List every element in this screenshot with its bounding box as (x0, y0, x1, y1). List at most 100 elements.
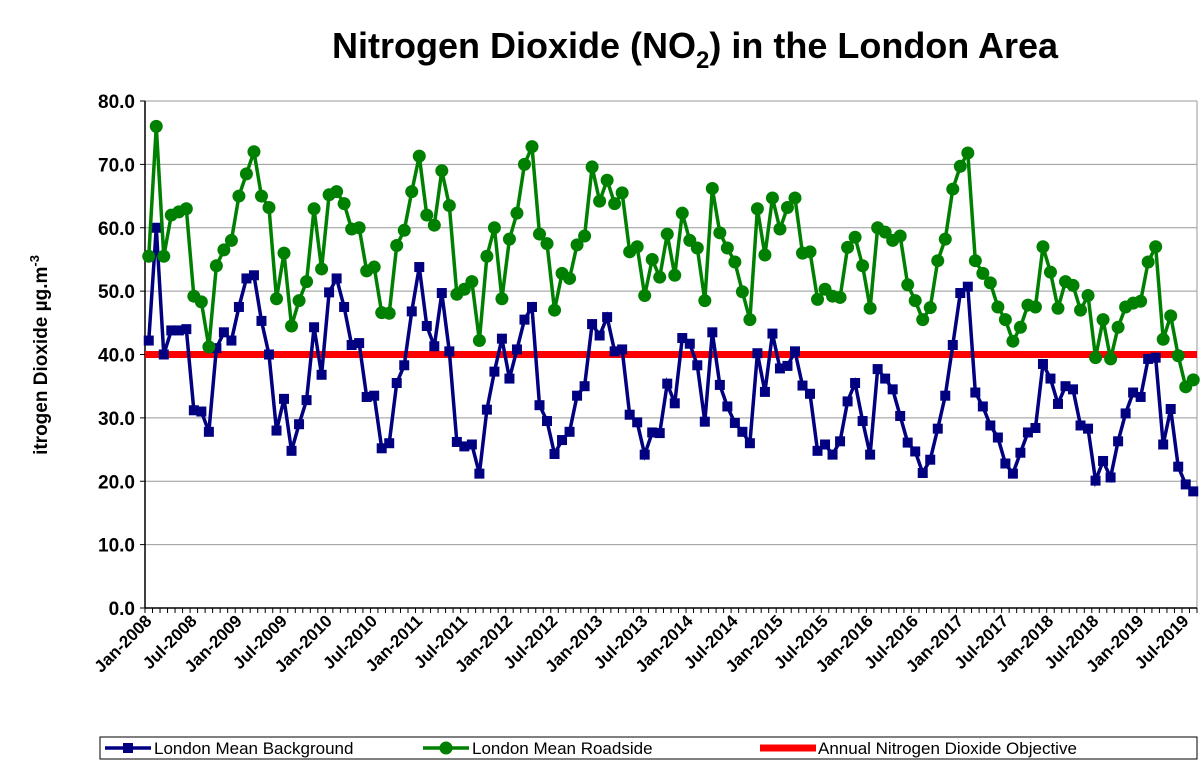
data-point (887, 384, 898, 395)
data-point (917, 468, 928, 479)
data-point (1089, 351, 1103, 365)
data-point (593, 194, 607, 208)
y-tick-label: 30.0 (98, 409, 135, 430)
data-point (1068, 384, 1079, 395)
data-point (998, 313, 1012, 327)
data-point (1022, 427, 1033, 438)
data-point (820, 439, 831, 450)
data-point (1141, 255, 1155, 269)
data-point (1013, 320, 1027, 334)
data-point (850, 378, 861, 389)
data-point (557, 435, 568, 446)
data-point (1188, 486, 1199, 497)
data-point (390, 238, 404, 252)
data-point (925, 454, 936, 465)
data-point (270, 292, 283, 306)
data-point (382, 306, 396, 320)
data-point (797, 380, 808, 391)
data-point (842, 396, 853, 407)
data-point (684, 338, 695, 349)
data-point (863, 301, 877, 315)
data-point (444, 346, 455, 357)
series-line (147, 227, 1195, 493)
data-point (714, 379, 725, 390)
data-point (211, 343, 222, 354)
data-point (977, 401, 988, 412)
data-point (692, 360, 703, 371)
data-point (286, 445, 297, 456)
data-point (232, 189, 246, 203)
data-point (630, 240, 644, 254)
data-point (188, 405, 199, 416)
data-point (442, 199, 456, 213)
data-point (774, 363, 785, 374)
data-point (1143, 353, 1154, 364)
data-point (1098, 455, 1109, 466)
data-point (1090, 475, 1101, 486)
data-point (991, 300, 1005, 314)
data-point (525, 140, 539, 154)
legend-label: London Mean Background (154, 739, 353, 758)
data-point (835, 436, 846, 447)
data-point (277, 246, 291, 260)
legend-marker (439, 741, 453, 755)
data-point (699, 416, 710, 427)
legend-label: London Mean Roadside (472, 739, 653, 758)
data-point (354, 338, 365, 349)
data-point (880, 373, 891, 384)
y-tick-label: 80.0 (98, 92, 135, 113)
data-point (609, 346, 620, 357)
data-point (504, 373, 515, 384)
data-point (744, 438, 755, 449)
data-point (1156, 332, 1170, 346)
data-point (639, 449, 650, 460)
y-axis-label: itrogen Dioxide µg.m-3 (27, 255, 52, 455)
data-point (743, 313, 757, 327)
data-point (315, 262, 329, 276)
data-point (587, 319, 598, 330)
data-point (660, 227, 674, 241)
data-point (976, 266, 990, 280)
data-point (194, 295, 208, 309)
data-point (534, 400, 545, 411)
data-point (285, 319, 299, 333)
data-point (300, 275, 314, 289)
data-point (916, 313, 930, 327)
data-point (487, 221, 501, 235)
data-point (848, 230, 862, 244)
data-point (585, 160, 599, 174)
y-tick-label: 10.0 (98, 536, 135, 557)
data-point (805, 388, 816, 399)
data-point (510, 206, 524, 220)
data-point (346, 339, 357, 350)
data-point (330, 185, 344, 199)
data-point (149, 119, 163, 133)
data-point (399, 360, 410, 371)
data-point (495, 292, 509, 306)
y-tick-label: 40.0 (98, 346, 135, 367)
data-point (1105, 472, 1116, 483)
data-point (1180, 479, 1191, 490)
data-point (1045, 373, 1056, 384)
data-point (151, 222, 162, 233)
y-tick-label: 20.0 (98, 472, 135, 493)
data-point (217, 243, 231, 257)
data-point (728, 255, 742, 269)
data-point (931, 254, 945, 268)
data-point (1036, 240, 1050, 254)
data-point (638, 289, 652, 303)
data-point (173, 325, 184, 336)
data-point (690, 241, 704, 255)
data-point (947, 339, 958, 350)
data-point (722, 401, 733, 412)
data-point (1171, 349, 1185, 363)
data-point (677, 333, 688, 344)
data-point (301, 395, 312, 406)
data-point (878, 225, 892, 239)
data-point (307, 202, 321, 216)
data-point (262, 200, 276, 214)
data-point (239, 167, 253, 181)
data-point (765, 191, 779, 205)
data-point (600, 173, 614, 187)
data-point (1015, 447, 1026, 458)
